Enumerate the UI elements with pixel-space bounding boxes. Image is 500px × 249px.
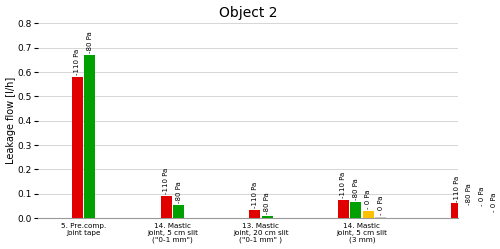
Bar	[160, 196, 172, 218]
Text: -80 Pa: -80 Pa	[264, 192, 270, 214]
Title: Object 2: Object 2	[219, 5, 278, 20]
Bar	[488, 214, 500, 218]
Text: -110 Pa: -110 Pa	[252, 182, 258, 208]
Text: -80 Pa: -80 Pa	[352, 179, 358, 200]
Y-axis label: Leakage flow [l/h]: Leakage flow [l/h]	[6, 77, 16, 164]
Bar	[84, 55, 96, 218]
Bar	[362, 211, 374, 218]
Bar	[249, 210, 260, 218]
Text: -80 Pa: -80 Pa	[176, 181, 182, 203]
Bar	[262, 216, 272, 218]
Bar	[375, 217, 386, 218]
Text: -80 Pa: -80 Pa	[466, 184, 472, 205]
Bar	[464, 207, 474, 218]
Bar	[173, 205, 184, 218]
Text: -80 Pa: -80 Pa	[87, 31, 93, 53]
Bar	[338, 200, 348, 218]
Bar	[476, 208, 487, 218]
Text: - 0 Pa: - 0 Pa	[365, 189, 371, 209]
Bar	[72, 77, 83, 218]
Bar	[350, 202, 361, 218]
Text: -110 Pa: -110 Pa	[340, 172, 346, 198]
Bar	[452, 203, 462, 218]
Text: -110 Pa: -110 Pa	[163, 168, 169, 194]
Text: -110 Pa: -110 Pa	[454, 175, 460, 201]
Text: - 0 Pa: - 0 Pa	[378, 195, 384, 215]
Text: - 0 Pa: - 0 Pa	[478, 187, 484, 206]
Text: - 0 Pa: - 0 Pa	[491, 192, 497, 212]
Text: -110 Pa: -110 Pa	[74, 49, 80, 75]
